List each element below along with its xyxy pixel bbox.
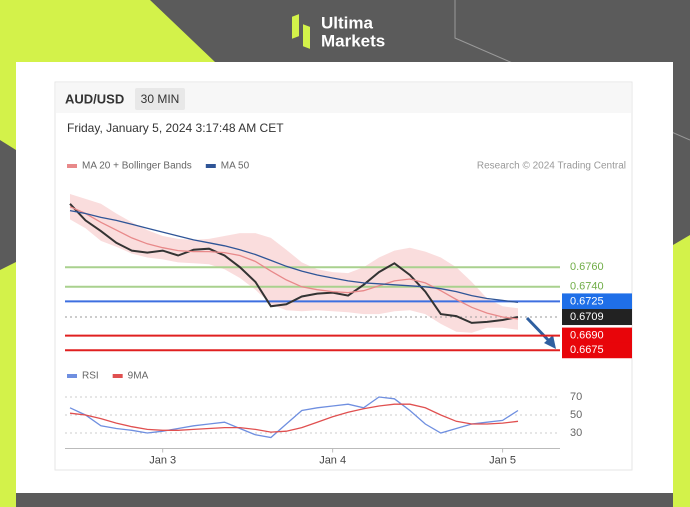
- accent-shape: [0, 262, 16, 507]
- level-label: 0.6760: [570, 261, 604, 273]
- legend-swatch: [67, 374, 77, 378]
- level-label: 0.6725: [570, 295, 604, 307]
- interval-chip: [135, 88, 185, 110]
- level-box: [562, 342, 632, 359]
- logo: Ultima Markets: [292, 13, 385, 50]
- level-label: 0.6675: [570, 344, 604, 356]
- y-tick-label: 30: [570, 427, 582, 439]
- brand-line: Markets: [321, 31, 385, 50]
- level-label: 0.6740: [570, 281, 604, 293]
- bollinger-band: [70, 194, 518, 333]
- level-label: 0.6709: [570, 311, 604, 323]
- forecast-arrowhead: [544, 335, 556, 349]
- accent-shape: [673, 235, 690, 507]
- x-tick-label: Jan 4: [319, 454, 346, 466]
- interval: 30 MIN: [141, 92, 180, 106]
- accent-shape: [0, 0, 215, 150]
- legend-label: MA 50: [221, 161, 250, 172]
- legend-label: 9MA: [128, 371, 149, 382]
- legend-swatch: [112, 374, 123, 378]
- y-tick-label: 50: [570, 409, 582, 421]
- series-line: [69, 206, 519, 320]
- logo-mark: [292, 14, 299, 39]
- x-tick-label: Jan 5: [489, 454, 516, 466]
- brand-line: Ultima: [321, 13, 374, 32]
- legend-label: MA 20 + Bollinger Bands: [82, 161, 192, 172]
- series-line: [69, 209, 519, 304]
- legend-swatch: [67, 164, 77, 168]
- series-line: [69, 403, 519, 433]
- credit: Research © 2024 Trading Central: [477, 161, 626, 172]
- legend-label: RSI: [82, 371, 99, 382]
- level-box: [562, 293, 632, 310]
- logo-mark: [303, 24, 310, 49]
- symbol: AUD/USD: [65, 91, 124, 106]
- legend-swatch: [205, 164, 216, 168]
- timestamp: Friday, January 5, 2024 3:17:48 AM CET: [67, 121, 284, 135]
- series-line: [69, 396, 519, 439]
- y-tick-label: 70: [570, 391, 582, 403]
- level-label: 0.6690: [570, 329, 604, 341]
- level-box: [562, 327, 632, 344]
- series-line: [69, 203, 519, 324]
- level-box: [562, 309, 632, 326]
- x-tick-label: Jan 3: [149, 454, 176, 466]
